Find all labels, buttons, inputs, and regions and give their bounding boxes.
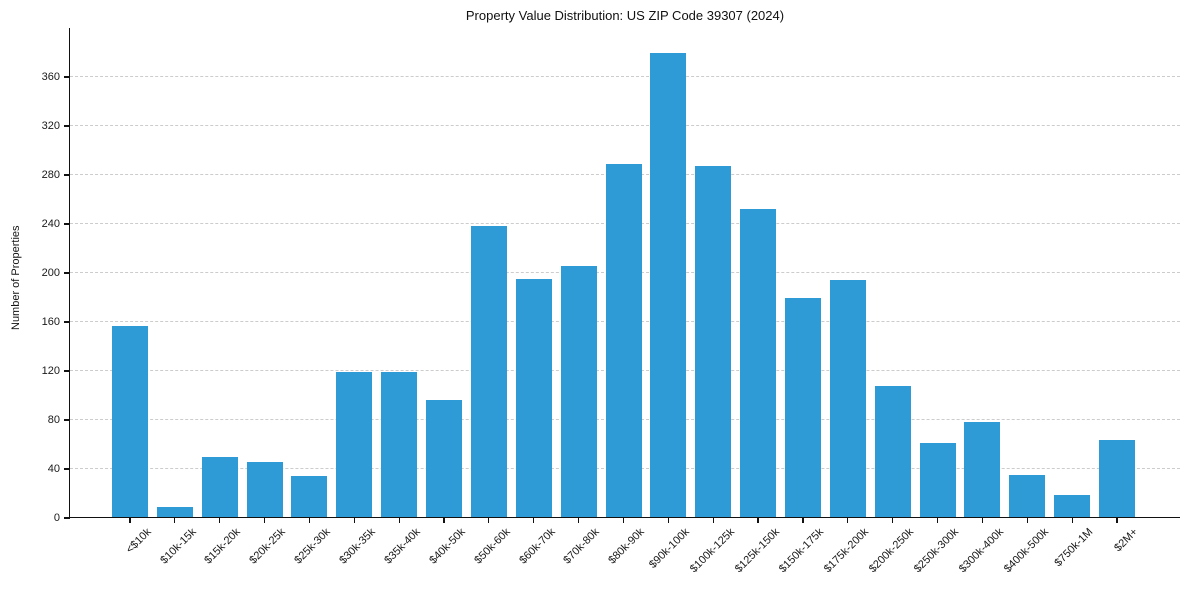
y-tick-mark: [64, 125, 70, 127]
x-tick-label: $175k-200k: [822, 526, 872, 576]
x-tick-label: $30k-35k: [337, 526, 378, 567]
y-tick-label: 160: [41, 316, 60, 328]
bar: [201, 456, 238, 518]
x-tick-label: $20k-25k: [247, 526, 289, 567]
x-axis-spine: [68, 516, 1180, 519]
bar: [156, 506, 193, 518]
x-tick-mark: [1116, 518, 1118, 523]
x-tick-label: $100k-125k: [687, 526, 737, 576]
x-tick-mark: [578, 518, 580, 523]
bar: [381, 372, 418, 518]
y-tick-label: 360: [41, 71, 60, 83]
x-tick-label: $40k-50k: [427, 526, 468, 567]
x-tick-label: $10k-15k: [157, 526, 199, 567]
bar: [874, 385, 911, 518]
x-tick-mark: [936, 518, 939, 523]
x-tick-label: $80k-90k: [606, 526, 647, 567]
x-tick-label: $125k-150k: [732, 526, 782, 576]
x-tick-label: $35k-40k: [382, 526, 423, 567]
x-tick-label: $15k-20k: [202, 526, 244, 567]
y-tick-label: 40: [47, 463, 60, 475]
y-tick-label: 0: [53, 512, 60, 524]
x-tick-label: $60k-70k: [516, 526, 558, 567]
bar: [246, 461, 283, 518]
x-tick-label: $50k-60k: [471, 526, 513, 567]
bar: [964, 422, 1001, 518]
gridline: [70, 76, 1180, 77]
y-tick-mark: [64, 174, 70, 176]
x-tick-mark: [263, 518, 266, 523]
x-tick-mark: [443, 518, 445, 523]
x-tick-mark: [353, 518, 355, 523]
x-tick-label: $90k-100k: [647, 526, 692, 571]
y-tick-label: 200: [41, 267, 60, 279]
x-tick-mark: [981, 518, 983, 523]
bar: [695, 166, 732, 518]
bar: [650, 52, 687, 518]
x-tick-mark: [398, 518, 400, 523]
x-tick-label: $200k-250k: [867, 526, 917, 576]
x-tick-mark: [1071, 518, 1073, 523]
y-tick-label: 280: [41, 169, 60, 181]
x-tick-mark: [847, 518, 849, 523]
bar: [470, 226, 507, 518]
bar: [1009, 475, 1046, 518]
x-tick-label: $70k-80k: [561, 526, 603, 567]
bar: [336, 372, 373, 518]
x-tick-mark: [622, 518, 625, 523]
bar: [1054, 494, 1091, 518]
x-tick-mark: [308, 518, 311, 523]
bar: [784, 297, 821, 518]
x-tick-mark: [533, 518, 535, 523]
bar: [1099, 439, 1135, 518]
x-tick-mark: [757, 518, 759, 523]
bar: [560, 265, 597, 518]
x-tick-mark: [802, 518, 804, 523]
x-tick-mark: [174, 518, 176, 523]
bar: [426, 400, 463, 518]
x-tick-mark: [219, 518, 221, 523]
bar: [919, 443, 956, 518]
x-tick-label: $2M+: [1112, 526, 1141, 555]
x-tick-label: $300k-400k: [956, 526, 1006, 576]
y-tick-mark: [64, 321, 70, 323]
x-tick-mark: [892, 518, 894, 523]
x-tick-mark: [667, 518, 669, 523]
x-tick-mark: [488, 518, 490, 523]
gridline: [70, 125, 1180, 126]
y-tick-mark: [64, 272, 70, 274]
bar: [829, 280, 866, 518]
x-tick-mark: [129, 518, 131, 523]
bar: [605, 163, 642, 518]
x-tick-label: $150k-175k: [777, 526, 827, 576]
bar: [291, 476, 328, 518]
y-tick-mark: [64, 223, 70, 225]
x-tick-mark: [1026, 518, 1028, 523]
bar: [515, 279, 552, 518]
y-tick-label: 120: [41, 365, 60, 377]
chart-title: Property Value Distribution: US ZIP Code…: [465, 8, 785, 23]
x-tick-label: <$10k: [123, 526, 154, 556]
x-tick-label: $750k-1M: [1052, 526, 1096, 570]
x-tick-label: $400k-500k: [1001, 526, 1051, 576]
y-tick-mark: [64, 370, 70, 372]
y-tick-label: 320: [41, 120, 60, 132]
y-tick-label: 80: [47, 414, 60, 426]
x-tick-mark: [712, 518, 714, 523]
x-tick-label: $250k-300k: [911, 526, 962, 576]
y-tick-label: 240: [41, 218, 60, 230]
y-tick-mark: [64, 468, 70, 470]
plot-area: [70, 28, 1180, 518]
y-tick-mark: [64, 517, 70, 519]
x-tick-label: $25k-30k: [292, 526, 333, 567]
bar: [112, 325, 148, 518]
y-tick-mark: [64, 76, 70, 78]
bar: [740, 209, 777, 518]
y-tick-mark: [64, 419, 70, 421]
